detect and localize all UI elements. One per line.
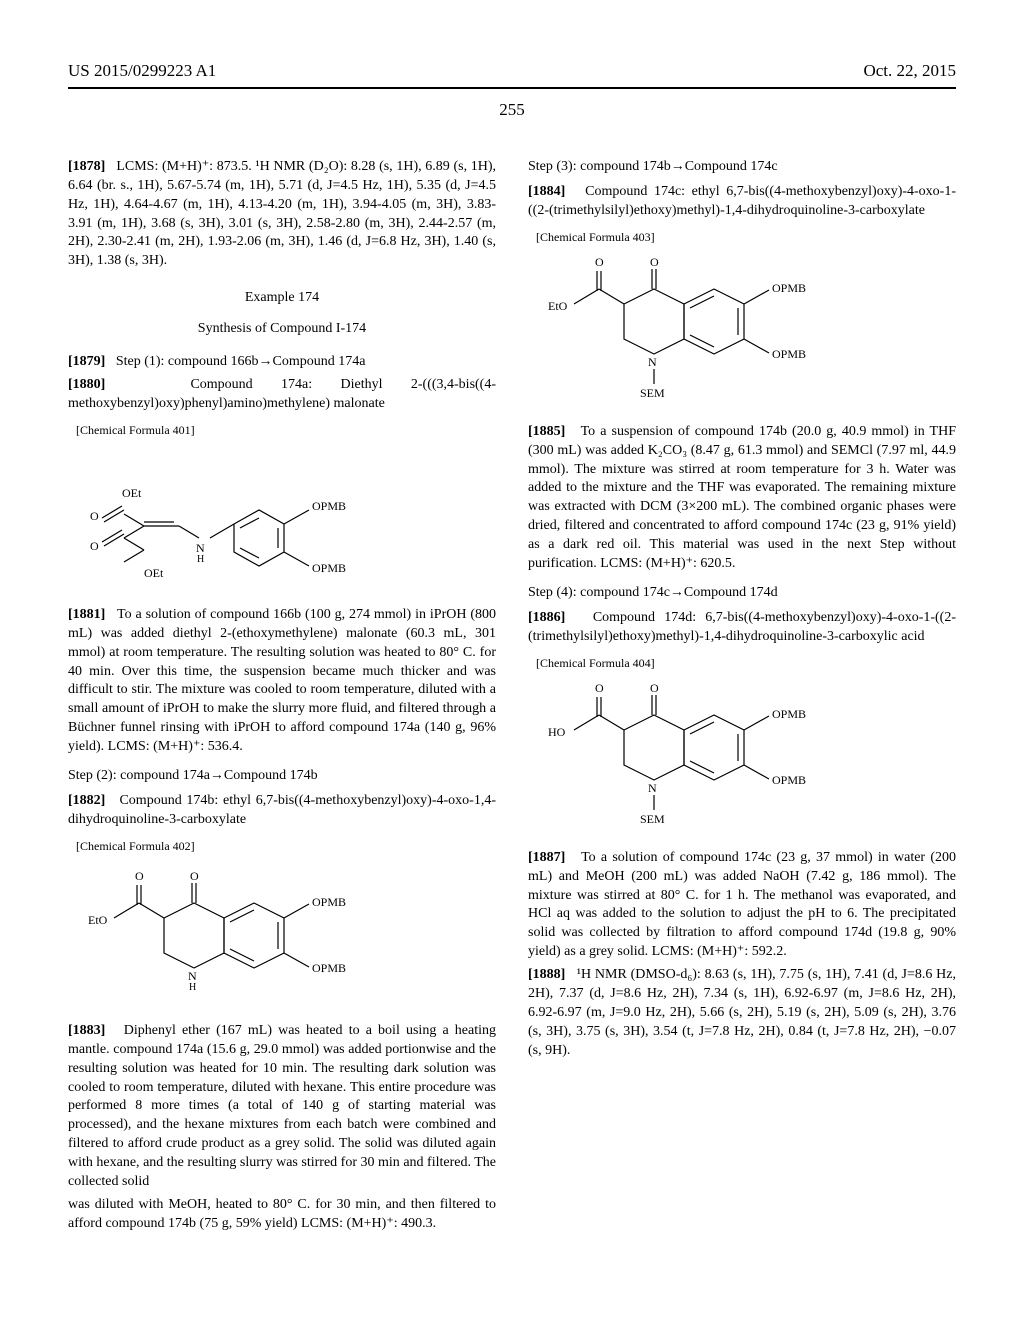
- paragraph-1879: [1879] Step (1): compound 166b→Compound …: [68, 353, 496, 372]
- para-num-1879: [1879]: [68, 354, 105, 369]
- two-column-body: [1878] LCMS: (M+H)⁺: 873.5. ¹H NMR (D₂O)…: [68, 158, 956, 1258]
- paragraph-1878: [1878] LCMS: (M+H)⁺: 873.5. ¹H NMR (D₂O)…: [68, 158, 496, 271]
- chem-formula-403-label: [Chemical Formula 403]: [536, 229, 956, 245]
- svg-text:O: O: [90, 509, 99, 523]
- svg-text:O: O: [595, 681, 604, 695]
- svg-text:N: N: [648, 355, 657, 369]
- svg-text:O: O: [650, 255, 659, 269]
- step-4-line: Step (4): compound 174c→Compound 174d: [528, 584, 956, 603]
- step-2-line: Step (2): compound 174a→Compound 174b: [68, 767, 496, 786]
- paragraph-1888: [1888] ¹H NMR (DMSO-d₆): 8.63 (s, 1H), 7…: [528, 966, 956, 1060]
- para-num-1885: [1885]: [528, 424, 565, 439]
- para-text-1879: Step (1): compound 166b→Compound 174a: [116, 354, 366, 369]
- chem-formula-404-label: [Chemical Formula 404]: [536, 655, 956, 671]
- chem-formula-402: O O EtO N H OPMB OPMB: [84, 858, 496, 1008]
- para-text-1883: Diphenyl ether (167 mL) was heated to a …: [68, 1023, 496, 1189]
- paragraph-1881: [1881] To a solution of compound 166b (1…: [68, 606, 496, 757]
- step-3-line: Step (3): compound 174b→Compound 174c: [528, 158, 956, 177]
- svg-text:O: O: [190, 869, 199, 883]
- paragraph-1882: [1882] Compound 174b: ethyl 6,7-bis((4-m…: [68, 792, 496, 830]
- para-text-1882: Compound 174b: ethyl 6,7-bis((4-methoxyb…: [68, 793, 496, 827]
- paragraph-1887: [1887] To a solution of compound 174c (2…: [528, 849, 956, 962]
- svg-text:O: O: [135, 869, 144, 883]
- publication-number: US 2015/0299223 A1: [68, 60, 216, 83]
- page-number: 255: [68, 99, 956, 122]
- svg-text:EtO: EtO: [88, 913, 108, 927]
- svg-text:H: H: [189, 982, 196, 993]
- example-174-title: Example 174: [68, 289, 496, 308]
- svg-text:SEM: SEM: [640, 812, 665, 826]
- paragraph-1885: [1885] To a suspension of compound 174b …: [528, 423, 956, 574]
- svg-text:O: O: [650, 681, 659, 695]
- svg-text:OEt: OEt: [122, 486, 142, 500]
- chem-formula-404: O O HO N SEM OPMB OPMB: [544, 675, 956, 835]
- svg-text:H: H: [197, 554, 204, 565]
- svg-text:OPMB: OPMB: [312, 895, 346, 909]
- svg-text:OPMB: OPMB: [312, 961, 346, 975]
- para-num-1884: [1884]: [528, 184, 565, 199]
- svg-text:EtO: EtO: [548, 299, 568, 313]
- svg-text:OEt: OEt: [144, 566, 164, 580]
- svg-text:OPMB: OPMB: [772, 707, 806, 721]
- paragraph-1883: [1883] Diphenyl ether (167 mL) was heate…: [68, 1022, 496, 1192]
- paragraph-1886: [1886] Compound 174d: 6,7-bis((4-methoxy…: [528, 609, 956, 647]
- para-text-1885: To a suspension of compound 174b (20.0 g…: [528, 424, 956, 571]
- svg-text:N: N: [188, 969, 197, 983]
- svg-text:N: N: [648, 781, 657, 795]
- para-text-1880: Compound 174a: Diethyl 2-(((3,4-bis((4-m…: [68, 377, 496, 411]
- svg-text:HO: HO: [548, 725, 566, 739]
- page-header: US 2015/0299223 A1 Oct. 22, 2015: [68, 60, 956, 89]
- chem-formula-402-label: [Chemical Formula 402]: [76, 838, 496, 854]
- publication-date: Oct. 22, 2015: [863, 60, 956, 83]
- svg-text:O: O: [595, 255, 604, 269]
- para-text-1887: To a solution of compound 174c (23 g, 37…: [528, 850, 956, 959]
- paragraph-1884: [1884] Compound 174c: ethyl 6,7-bis((4-m…: [528, 183, 956, 221]
- para-num-1883: [1883]: [68, 1023, 105, 1038]
- svg-text:SEM: SEM: [640, 386, 665, 400]
- para-num-1881: [1881]: [68, 607, 105, 622]
- para-num-1880: [1880]: [68, 377, 105, 392]
- para-text-1886: Compound 174d: 6,7-bis((4-methoxybenzyl)…: [528, 610, 956, 644]
- svg-text:O: O: [90, 539, 99, 553]
- svg-text:OPMB: OPMB: [772, 347, 806, 361]
- svg-text:OPMB: OPMB: [772, 281, 806, 295]
- paragraph-1880: [1880] Compound 174a: Diethyl 2-(((3,4-b…: [68, 376, 496, 414]
- para-num-1886: [1886]: [528, 610, 565, 625]
- svg-text:N: N: [196, 541, 205, 555]
- svg-text:OPMB: OPMB: [312, 499, 346, 513]
- para-text-1878: LCMS: (M+H)⁺: 873.5. ¹H NMR (D₂O): 8.28 …: [68, 159, 496, 268]
- para-num-1888: [1888]: [528, 967, 565, 982]
- synthesis-title: Synthesis of Compound I-174: [68, 320, 496, 339]
- svg-text:OPMB: OPMB: [312, 561, 346, 575]
- chem-formula-401: OEt O O OEt N H: [84, 442, 496, 592]
- paragraph-cont-right: was diluted with MeOH, heated to 80° C. …: [68, 1196, 496, 1234]
- chem-formula-401-label: [Chemical Formula 401]: [76, 422, 496, 438]
- para-text-1888: ¹H NMR (DMSO-d₆): 8.63 (s, 1H), 7.75 (s,…: [528, 967, 956, 1058]
- svg-text:OPMB: OPMB: [772, 773, 806, 787]
- para-text-1881: To a solution of compound 166b (100 g, 2…: [68, 607, 496, 754]
- para-num-1878: [1878]: [68, 159, 105, 174]
- chem-formula-403: O O EtO N SEM OPMB OPMB: [544, 249, 956, 409]
- para-num-1887: [1887]: [528, 850, 565, 865]
- para-num-1882: [1882]: [68, 793, 105, 808]
- para-text-1884: Compound 174c: ethyl 6,7-bis((4-methoxyb…: [528, 184, 956, 218]
